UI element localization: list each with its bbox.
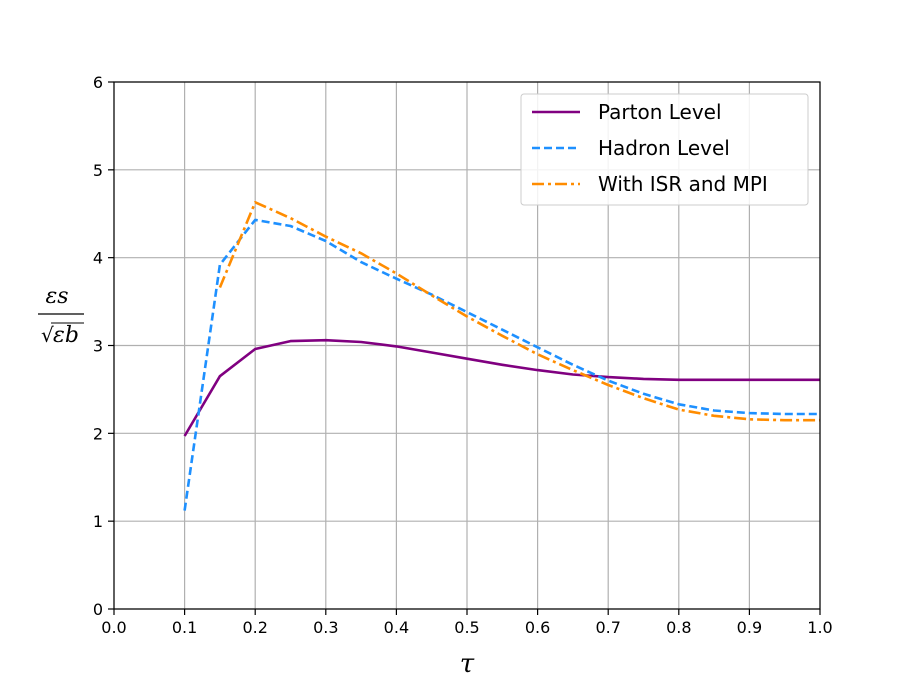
legend: Parton Level Hadron Level With ISR and MPI (520, 93, 809, 206)
y-axis-label: εs √ εb (38, 284, 84, 348)
y-tick-label: 5 (93, 161, 103, 180)
x-axis-label: τ (460, 649, 475, 679)
x-tick-label: 1.0 (807, 618, 832, 637)
y-axis-label-sqrt-symbol: √ (41, 323, 54, 347)
y-axis-label-denominator: εb (53, 323, 79, 348)
y-tick-label: 1 (93, 512, 103, 531)
y-tick-label: 3 (93, 337, 103, 356)
y-tick-label: 2 (93, 424, 103, 443)
x-tick-label: 0.4 (384, 618, 409, 637)
series-line-1 (183, 338, 820, 437)
x-tick-label: 0.3 (313, 618, 338, 637)
series-line-3 (218, 201, 820, 422)
x-tick-label: 0.5 (454, 618, 479, 637)
legend-label-2: Hadron Level (598, 136, 730, 160)
y-tick-label: 4 (93, 249, 103, 268)
x-tick-label: 0.0 (101, 618, 126, 637)
series-line-2 (183, 218, 820, 511)
x-tick-label: 0.8 (666, 618, 691, 637)
legend-label-3: With ISR and MPI (598, 172, 768, 196)
y-tick-label: 0 (93, 600, 103, 619)
axis-ticks (108, 81, 821, 615)
tick-labels: 0.0 0.1 0.2 0.3 0.4 0.5 0.6 0.7 0.8 0.9 1.0 0 1 2 3 4 5 6 (93, 73, 833, 637)
x-tick-label: 0.7 (595, 618, 620, 637)
x-tick-label: 0.1 (172, 618, 197, 637)
y-tick-label: 6 (93, 73, 103, 92)
x-tick-label: 0.6 (525, 618, 550, 637)
x-tick-label: 0.9 (737, 618, 762, 637)
legend-box (520, 93, 809, 206)
y-axis-label-numerator: εs (45, 284, 68, 309)
series-layer (183, 201, 820, 511)
x-tick-label: 0.2 (242, 618, 267, 637)
legend-label-1: Parton Level (598, 100, 722, 124)
